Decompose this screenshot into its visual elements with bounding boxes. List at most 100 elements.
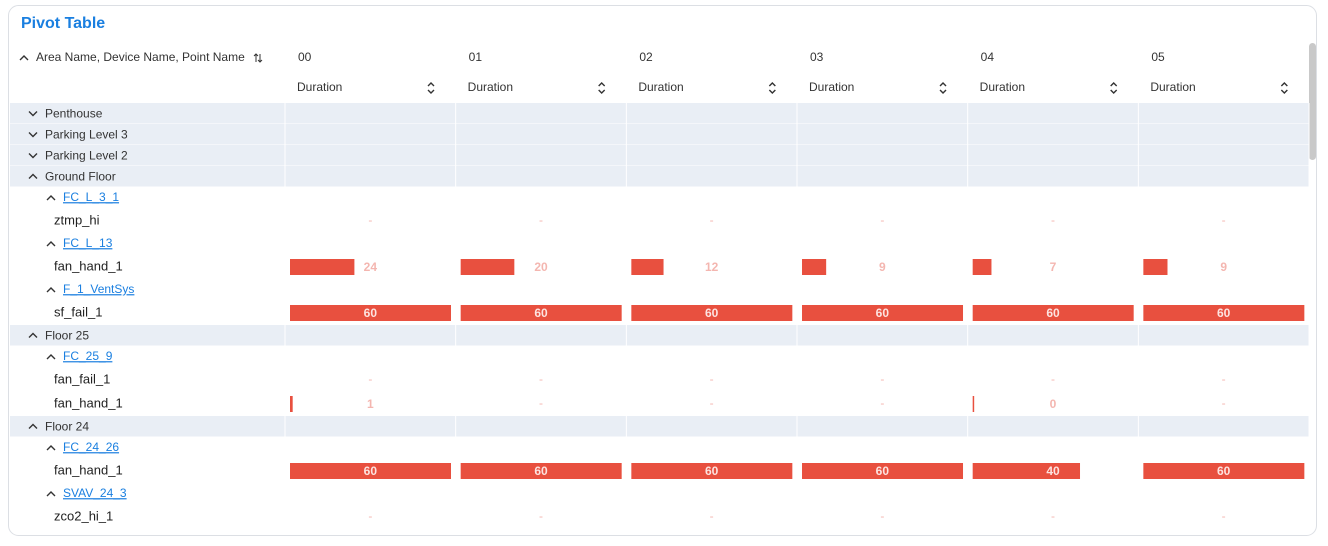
measure-header: Duration	[297, 80, 342, 94]
expand-toggle[interactable]	[28, 111, 38, 117]
duration-label: 60	[1217, 306, 1231, 320]
expand-toggle[interactable]	[46, 195, 56, 201]
sort-icon[interactable]	[253, 53, 263, 63]
point-name: fan_hand_1	[54, 258, 123, 273]
row-header: Area Name, Device Name, Point Name	[36, 50, 245, 64]
duration-label: 7	[1050, 260, 1057, 274]
sort-up[interactable]	[1280, 82, 1288, 87]
area-row-bg	[10, 145, 1309, 166]
empty-cell: -	[368, 213, 372, 227]
column-header: 02	[639, 50, 653, 64]
duration-label: 0	[1050, 397, 1057, 411]
duration-bar	[460, 463, 622, 479]
device-link[interactable]: F_1_VentSys	[63, 282, 134, 296]
empty-cell: -	[710, 509, 714, 523]
point-name: ztmp_hi	[54, 212, 100, 227]
empty-cell: -	[710, 372, 714, 386]
expand-toggle[interactable]	[46, 287, 56, 293]
collapse-all[interactable]	[19, 55, 29, 61]
empty-cell: -	[1222, 213, 1226, 227]
empty-cell: -	[710, 213, 714, 227]
duration-bar	[802, 259, 827, 275]
expand-toggle[interactable]	[28, 173, 38, 179]
sort-down[interactable]	[598, 89, 606, 94]
duration-bar	[460, 259, 515, 275]
duration-bar	[802, 463, 964, 479]
measure-header: Duration	[980, 80, 1025, 94]
area-name: Floor 24	[45, 420, 89, 434]
empty-cell: -	[539, 509, 543, 523]
empty-cell: -	[1222, 396, 1226, 410]
column-header: 01	[469, 50, 483, 64]
empty-cell: -	[880, 213, 884, 227]
duration-label: 20	[534, 260, 548, 274]
duration-bar	[1143, 463, 1305, 479]
duration-bar	[802, 305, 964, 321]
empty-cell: -	[1051, 213, 1055, 227]
empty-cell: -	[1222, 372, 1226, 386]
column-header: 05	[1151, 50, 1165, 64]
sort-up[interactable]	[768, 82, 776, 87]
area-name: Parking Level 3	[45, 128, 128, 142]
duration-label: 9	[879, 260, 886, 274]
expand-toggle[interactable]	[28, 423, 38, 429]
duration-label: 9	[1220, 260, 1227, 274]
expand-toggle[interactable]	[28, 132, 38, 138]
area-name: Floor 25	[45, 329, 89, 343]
sort-down[interactable]	[1280, 89, 1288, 94]
duration-label: 60	[705, 306, 719, 320]
expand-toggle[interactable]	[46, 491, 56, 497]
empty-cell: -	[1051, 509, 1055, 523]
point-name: fan_hand_1	[54, 462, 123, 477]
sort-up[interactable]	[598, 82, 606, 87]
duration-label: 60	[534, 306, 548, 320]
sort-down[interactable]	[939, 89, 947, 94]
sort-up[interactable]	[1110, 82, 1118, 87]
point-name: fan_fail_1	[54, 371, 110, 386]
empty-cell: -	[368, 372, 372, 386]
measure-header: Duration	[468, 80, 513, 94]
sort-down[interactable]	[427, 89, 435, 94]
expand-toggle[interactable]	[46, 241, 56, 247]
sort-up[interactable]	[939, 82, 947, 87]
measure-header: Duration	[638, 80, 683, 94]
duration-label: 60	[364, 464, 378, 478]
area-name: Penthouse	[45, 107, 103, 121]
expand-toggle[interactable]	[28, 153, 38, 159]
point-name: sf_fail_1	[54, 304, 102, 319]
empty-cell: -	[880, 396, 884, 410]
duration-label: 60	[1046, 306, 1060, 320]
device-link[interactable]: FC_24_26	[63, 440, 119, 454]
duration-label: 12	[705, 260, 719, 274]
sort-down[interactable]	[1110, 89, 1118, 94]
duration-bar	[972, 305, 1134, 321]
device-link[interactable]: FC_25_9	[63, 349, 113, 363]
empty-cell: -	[880, 372, 884, 386]
device-link[interactable]: FC_L_3_1	[63, 190, 119, 204]
column-header: 03	[810, 50, 824, 64]
empty-cell: -	[710, 396, 714, 410]
duration-bar	[290, 396, 293, 412]
duration-bar	[290, 259, 355, 275]
expand-toggle[interactable]	[46, 354, 56, 360]
scrollbar-thumb[interactable]	[1309, 43, 1316, 160]
device-link[interactable]: FC_L_13	[63, 236, 113, 250]
duration-bar	[631, 259, 664, 275]
empty-cell: -	[368, 509, 372, 523]
duration-label: 60	[364, 306, 378, 320]
sort-down[interactable]	[768, 89, 776, 94]
empty-cell: -	[880, 509, 884, 523]
area-row-bg	[10, 103, 1309, 124]
column-header: 00	[298, 50, 312, 64]
expand-toggle[interactable]	[28, 332, 38, 338]
duration-bar	[972, 463, 1081, 479]
device-link[interactable]: SVAV_24_3	[63, 486, 127, 500]
empty-cell: -	[539, 396, 543, 410]
expand-toggle[interactable]	[46, 445, 56, 451]
duration-label: 40	[1046, 464, 1060, 478]
empty-cell: -	[539, 372, 543, 386]
area-row-bg	[10, 325, 1309, 346]
area-row-bg	[10, 166, 1309, 187]
sort-up[interactable]	[427, 82, 435, 87]
